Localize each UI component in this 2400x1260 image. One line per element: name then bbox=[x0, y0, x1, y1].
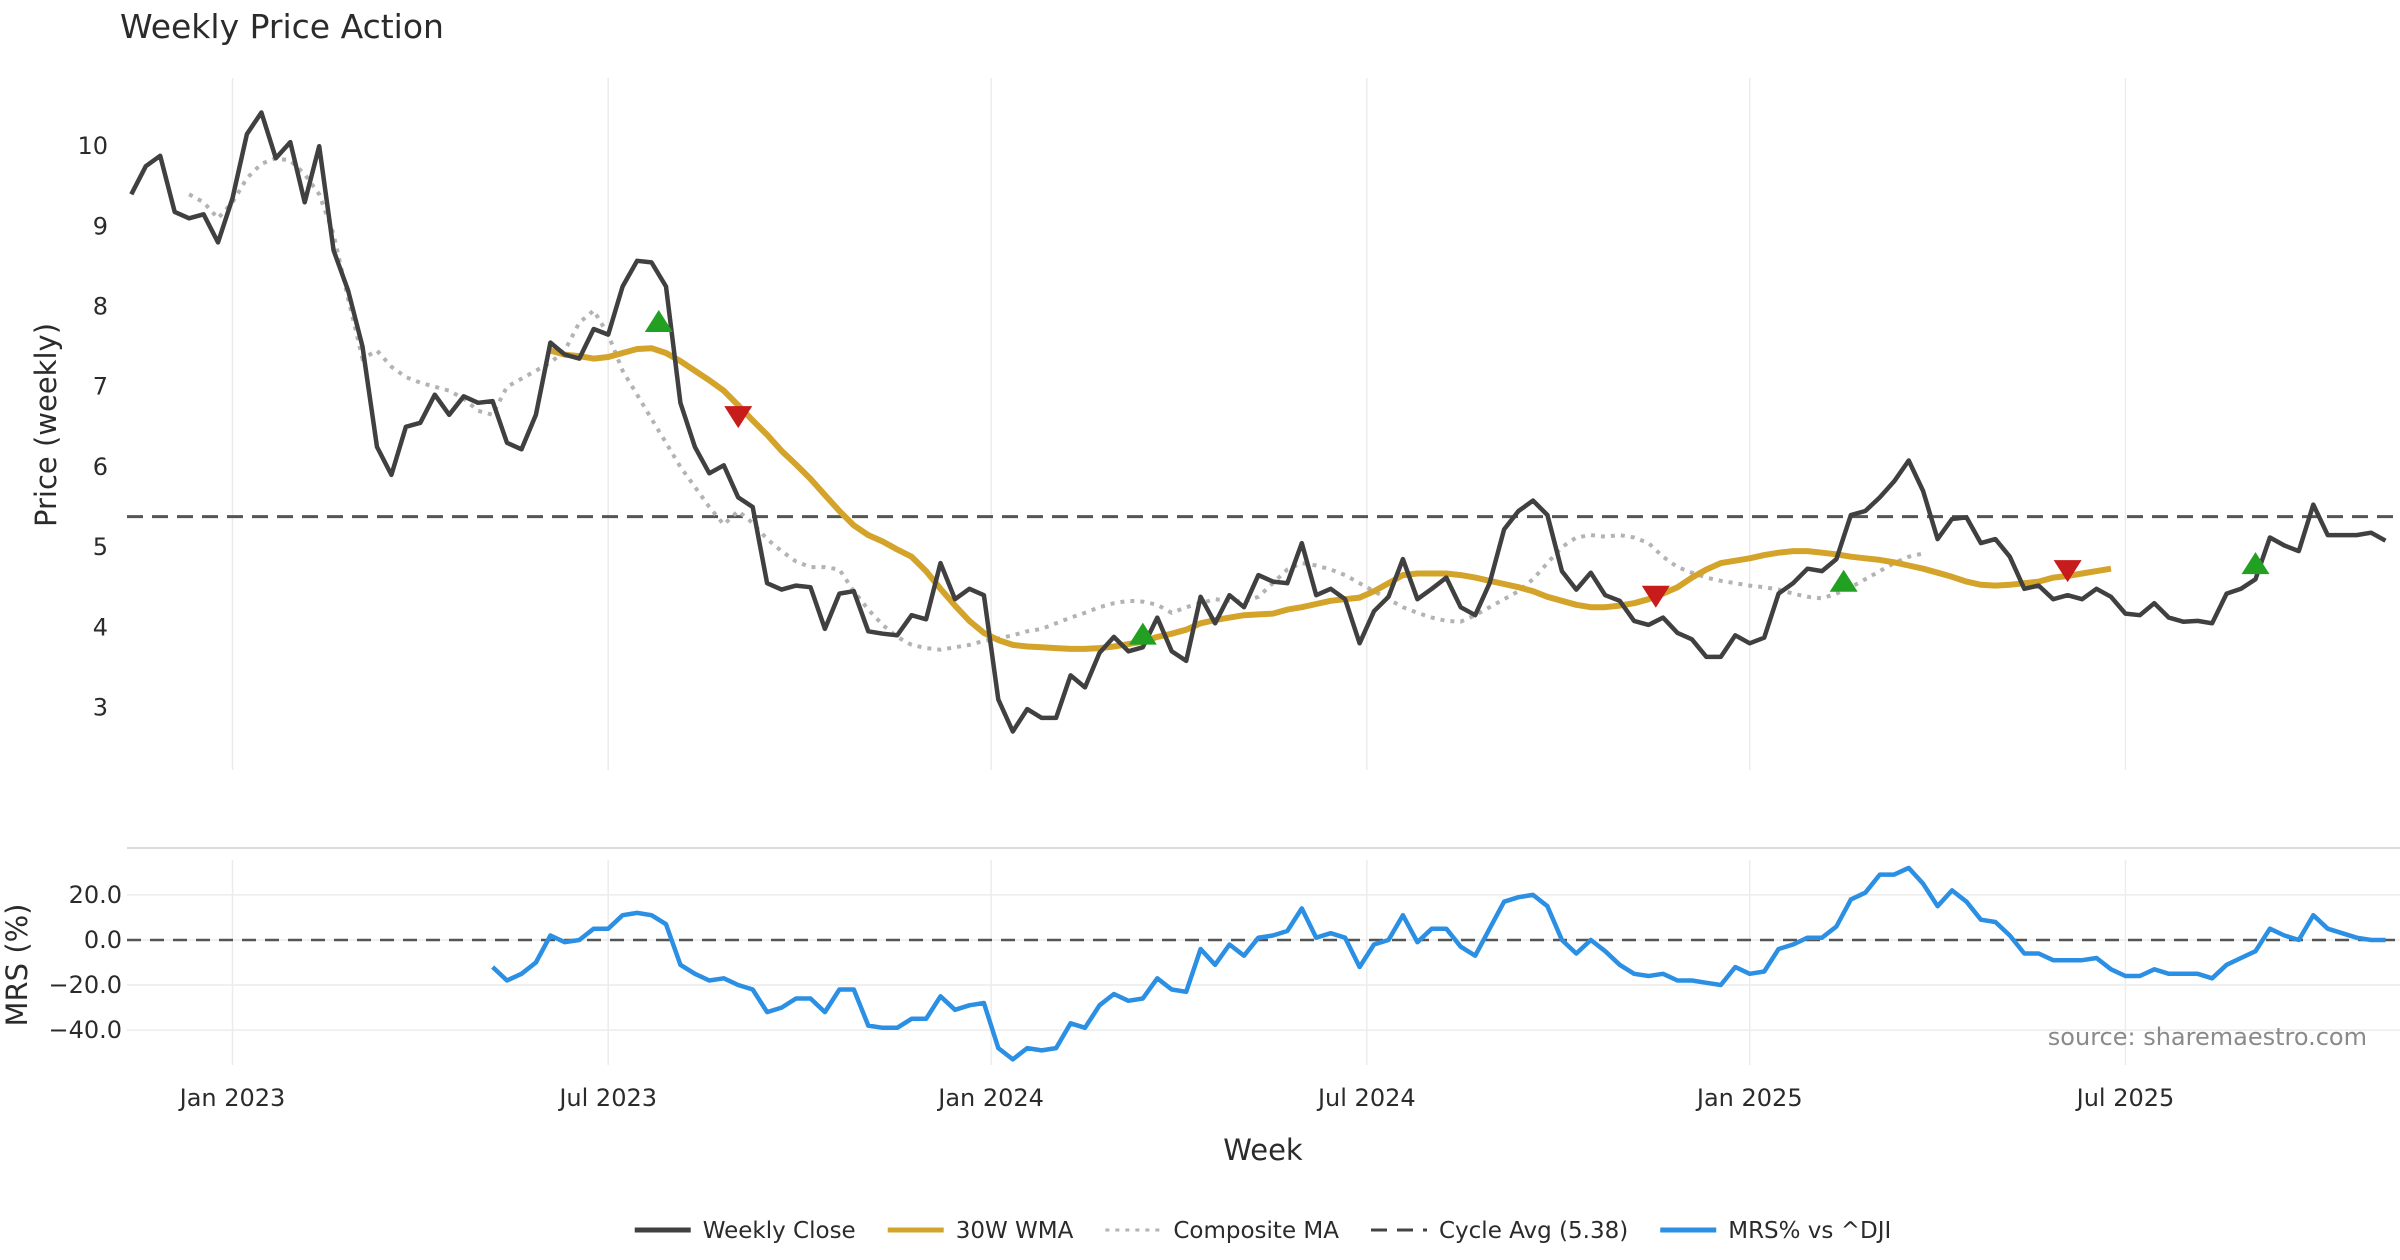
x-tick-label: Jul 2025 bbox=[2075, 1084, 2175, 1112]
composite-ma-line bbox=[188, 156, 1924, 652]
price-y-tick-label: 9 bbox=[93, 212, 108, 240]
chart-title: Weekly Price Action bbox=[120, 7, 444, 46]
legend-label: Weekly Close bbox=[703, 1218, 856, 1244]
x-tick-label: Jan 2025 bbox=[1695, 1084, 1803, 1112]
mrs-y-tick-label: 0.0 bbox=[84, 926, 122, 954]
price-y-tick-label: 8 bbox=[93, 293, 108, 321]
legend-label: MRS% vs ^DJI bbox=[1728, 1218, 1891, 1244]
buy-signal-marker bbox=[2241, 552, 2270, 575]
weekly-close-line bbox=[129, 110, 2387, 734]
price-y-tick-label: 10 bbox=[77, 132, 108, 160]
price-y-tick-label: 4 bbox=[93, 613, 108, 641]
mrs-panel: 20.0 0.0 −20.0 −40.0 MRS (%) source: sharem… bbox=[0, 860, 2400, 1065]
sell-signal-marker bbox=[2053, 560, 2082, 583]
x-tick-label: Jan 2024 bbox=[936, 1084, 1044, 1112]
x-tick-label: Jul 2024 bbox=[1316, 1084, 1416, 1112]
mrs-line bbox=[491, 865, 2386, 1062]
price-y-tick-label: 3 bbox=[93, 693, 108, 721]
price-y-ticks: 3 4 5 6 7 8 9 10 bbox=[77, 132, 108, 721]
source-label: source: sharemaestro.com bbox=[2048, 1023, 2367, 1051]
x-tick-label: Jul 2023 bbox=[557, 1084, 657, 1112]
mrs-y-tick-label: −40.0 bbox=[48, 1016, 122, 1044]
price-y-tick-label: 6 bbox=[93, 453, 108, 481]
mrs-axis-label: MRS (%) bbox=[0, 904, 34, 1027]
mrs-y-tick-label: 20.0 bbox=[69, 881, 122, 909]
legend-label: Cycle Avg (5.38) bbox=[1439, 1218, 1628, 1244]
buy-signal-marker bbox=[1128, 622, 1157, 645]
buy-signal-marker bbox=[644, 309, 673, 332]
price-y-tick-label: 7 bbox=[93, 373, 108, 401]
x-axis-ticks: Jan 2023 Jul 2023 Jan 2024 Jul 2024 Jan 2025… bbox=[178, 1084, 2175, 1112]
mrs-y-tick-label: −20.0 bbox=[48, 971, 122, 999]
price-y-tick-label: 5 bbox=[93, 533, 108, 561]
buy-signal-marker bbox=[1829, 569, 1858, 592]
x-tick-label: Jan 2023 bbox=[178, 1084, 286, 1112]
wma-30w-line bbox=[549, 345, 2112, 652]
signal-markers bbox=[644, 309, 2270, 645]
legend: Weekly Close 30W WMA Composite MA Cycle Avg… bbox=[634, 1218, 1891, 1244]
legend-label: 30W WMA bbox=[956, 1218, 1074, 1244]
mrs-y-ticks: 20.0 0.0 −20.0 −40.0 bbox=[48, 881, 122, 1044]
price-panel: 3 4 5 6 7 8 9 10 Price (weekly) bbox=[29, 78, 2400, 770]
x-axis-label: Week bbox=[1223, 1133, 1303, 1167]
sell-signal-marker bbox=[724, 406, 753, 429]
price-axis-label: Price (weekly) bbox=[29, 323, 63, 527]
price-gridlines bbox=[231, 78, 2127, 770]
sell-signal-marker bbox=[1641, 585, 1670, 608]
legend-label: Composite MA bbox=[1173, 1218, 1339, 1244]
